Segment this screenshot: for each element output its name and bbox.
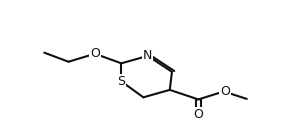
Text: S: S <box>117 75 125 88</box>
Text: O: O <box>220 85 230 98</box>
Text: O: O <box>90 47 100 60</box>
Text: O: O <box>193 108 203 121</box>
Text: N: N <box>143 49 153 62</box>
